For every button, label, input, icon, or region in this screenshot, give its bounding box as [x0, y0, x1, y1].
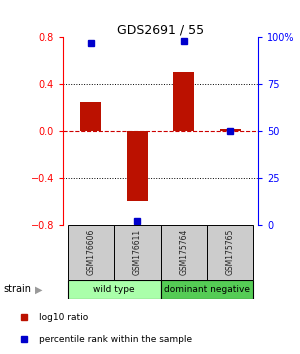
- Bar: [68, 280, 160, 299]
- Bar: [160, 225, 207, 280]
- Bar: [127, 131, 148, 201]
- Text: log10 ratio: log10 ratio: [39, 313, 88, 322]
- Text: dominant negative: dominant negative: [164, 285, 250, 294]
- Bar: [173, 72, 194, 131]
- Bar: [207, 225, 253, 280]
- Text: GSM176606: GSM176606: [86, 229, 95, 275]
- Text: GSM175764: GSM175764: [179, 229, 188, 275]
- Text: strain: strain: [3, 284, 31, 295]
- Bar: [68, 225, 114, 280]
- Bar: [220, 129, 241, 131]
- Text: wild type: wild type: [93, 285, 135, 294]
- Text: GSM176611: GSM176611: [133, 229, 142, 275]
- Text: GSM175765: GSM175765: [226, 229, 235, 275]
- Bar: [80, 102, 101, 131]
- Text: percentile rank within the sample: percentile rank within the sample: [39, 335, 192, 344]
- Bar: [114, 225, 160, 280]
- Text: ▶: ▶: [34, 284, 42, 295]
- Title: GDS2691 / 55: GDS2691 / 55: [117, 23, 204, 36]
- Bar: [160, 280, 254, 299]
